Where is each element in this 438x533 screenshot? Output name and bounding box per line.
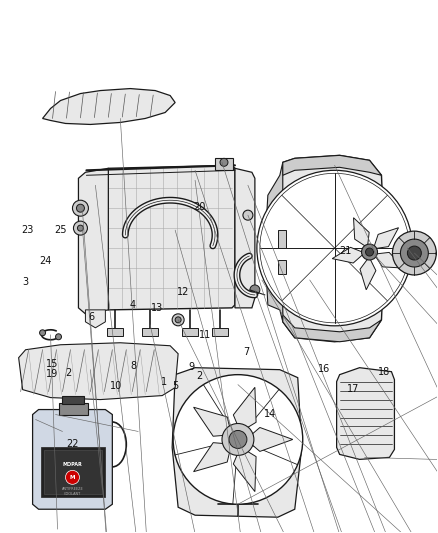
Polygon shape	[283, 155, 381, 175]
Text: 12: 12	[177, 287, 189, 297]
Text: COOLANT: COOLANT	[64, 492, 81, 496]
Bar	[278, 230, 286, 248]
Text: 24: 24	[39, 256, 51, 266]
Text: 17: 17	[347, 384, 360, 394]
Circle shape	[173, 375, 303, 504]
Polygon shape	[19, 343, 178, 400]
Text: 7: 7	[244, 346, 250, 357]
Polygon shape	[332, 247, 364, 263]
Polygon shape	[32, 409, 112, 509]
Circle shape	[407, 246, 421, 260]
Polygon shape	[337, 368, 395, 459]
Text: 2: 2	[196, 372, 202, 382]
Text: 15: 15	[46, 359, 58, 369]
Polygon shape	[42, 88, 175, 124]
Text: 3: 3	[22, 278, 28, 287]
Text: MOPAR: MOPAR	[63, 462, 82, 467]
Polygon shape	[283, 315, 381, 342]
Bar	[41, 447, 106, 497]
Polygon shape	[265, 163, 283, 322]
Polygon shape	[353, 217, 369, 247]
Text: 18: 18	[378, 367, 390, 377]
Polygon shape	[194, 443, 232, 472]
Text: 19: 19	[46, 369, 58, 379]
Bar	[278, 260, 286, 274]
Text: 2: 2	[65, 368, 71, 378]
Circle shape	[250, 285, 260, 295]
Text: 13: 13	[151, 303, 163, 313]
Bar	[215, 158, 233, 171]
Text: 25: 25	[55, 225, 67, 236]
Bar	[43, 450, 102, 494]
Polygon shape	[235, 168, 255, 308]
Bar	[63, 395, 85, 403]
Text: 23: 23	[21, 225, 34, 236]
Text: 5: 5	[172, 381, 178, 391]
Circle shape	[77, 204, 85, 212]
Circle shape	[175, 317, 181, 323]
Circle shape	[392, 231, 436, 275]
Bar	[142, 328, 158, 336]
Text: 4: 4	[130, 300, 136, 310]
Circle shape	[74, 221, 88, 235]
Text: 16: 16	[318, 364, 330, 374]
Polygon shape	[85, 310, 106, 328]
Polygon shape	[233, 387, 256, 432]
Circle shape	[400, 239, 428, 267]
Polygon shape	[280, 155, 385, 342]
Text: ANTIFREEZE: ANTIFREEZE	[62, 487, 83, 491]
Text: 11: 11	[199, 329, 211, 340]
Polygon shape	[106, 165, 235, 310]
Text: 9: 9	[189, 362, 195, 373]
Circle shape	[66, 470, 79, 484]
Circle shape	[56, 334, 61, 340]
Circle shape	[366, 248, 374, 256]
Polygon shape	[78, 168, 108, 314]
Text: 21: 21	[339, 246, 352, 255]
Bar	[182, 328, 198, 336]
Text: 6: 6	[88, 312, 95, 322]
Circle shape	[39, 330, 46, 336]
Circle shape	[257, 171, 413, 326]
Circle shape	[229, 431, 247, 448]
Polygon shape	[172, 368, 302, 517]
Bar	[107, 328, 124, 336]
Circle shape	[172, 314, 184, 326]
Polygon shape	[373, 228, 399, 249]
Bar	[212, 328, 228, 336]
Polygon shape	[194, 407, 232, 436]
Circle shape	[220, 158, 228, 166]
Text: 20: 20	[193, 202, 205, 212]
Circle shape	[403, 244, 411, 252]
Polygon shape	[374, 253, 404, 268]
Circle shape	[72, 200, 88, 216]
Text: 22: 22	[67, 440, 79, 449]
Circle shape	[361, 244, 378, 260]
Text: 1: 1	[161, 377, 167, 387]
Text: 10: 10	[110, 381, 123, 391]
Text: M: M	[70, 475, 75, 480]
Polygon shape	[233, 447, 256, 491]
Text: 14: 14	[265, 409, 277, 419]
Bar	[59, 402, 88, 415]
Circle shape	[243, 210, 253, 220]
Polygon shape	[360, 257, 376, 290]
Circle shape	[222, 424, 254, 455]
Polygon shape	[246, 427, 293, 451]
Text: 8: 8	[131, 361, 137, 372]
Circle shape	[78, 225, 83, 231]
